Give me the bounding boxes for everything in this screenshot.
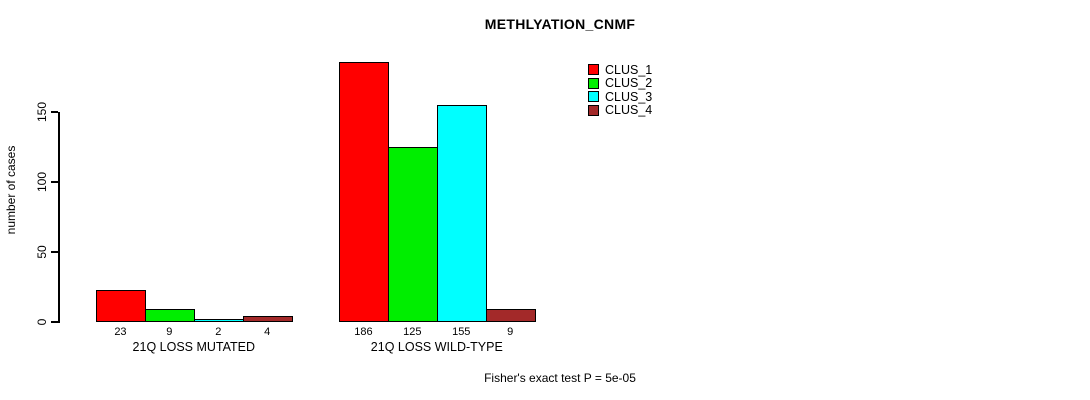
y-axis-tick <box>51 251 58 253</box>
y-axis-tick <box>51 181 58 183</box>
bar-value-label: 125 <box>403 326 422 338</box>
legend-label: CLUS_1 <box>605 62 653 77</box>
bar-value-label: 186 <box>354 326 373 338</box>
bar-clus_1-group1 <box>96 289 146 322</box>
category-label-group1: 21Q LOSS MUTATED <box>132 340 256 354</box>
legend-swatch <box>588 104 599 116</box>
y-axis-tick-label: 100 <box>35 171 49 193</box>
y-axis-tick <box>51 111 58 113</box>
legend-swatch <box>588 91 599 103</box>
legend-item: CLUS_2 <box>588 76 653 91</box>
bar-clus_4-group1 <box>242 316 293 322</box>
bar-value-label: 9 <box>166 326 173 338</box>
y-axis-tick <box>51 321 58 323</box>
legend-swatch <box>588 77 599 89</box>
legend: CLUS_1 CLUS_2 CLUS_3 CLUS_4 <box>588 63 652 117</box>
category-label-group2: 21Q LOSS WILD-TYPE <box>370 340 503 354</box>
footnote-text: Fisher's exact test P = 5e-05 <box>484 371 636 385</box>
legend-label: CLUS_2 <box>605 76 653 91</box>
bar-clus_4-group2 <box>485 309 536 322</box>
legend-label: CLUS_4 <box>605 103 653 118</box>
chart-title: METHLYATION_CNMF <box>484 16 636 32</box>
legend-label: CLUS_3 <box>605 89 653 104</box>
y-axis-tick-label: 50 <box>35 245 49 259</box>
bar-clus_2-group2 <box>387 147 438 322</box>
bar-value-label: 155 <box>452 326 471 338</box>
legend-swatch <box>588 64 599 76</box>
bar-clus_3-group1 <box>193 319 244 322</box>
legend-item: CLUS_3 <box>588 90 652 104</box>
y-axis-tick-label: 150 <box>35 101 49 123</box>
bar-clus_1-group2 <box>339 61 389 322</box>
y-axis-label: number of cases <box>4 145 18 235</box>
bar-value-label: 4 <box>264 326 271 338</box>
bar-value-label: 23 <box>114 326 127 338</box>
bar-clus_3-group2 <box>436 105 487 322</box>
bar-value-label: 2 <box>215 326 222 338</box>
legend-item: CLUS_1 <box>588 63 652 77</box>
bar-value-label: 9 <box>507 326 514 338</box>
legend-item: CLUS_4 <box>588 103 653 118</box>
y-axis-tick-label: 0 <box>35 318 49 326</box>
y-axis-line <box>58 112 60 323</box>
bar-clus_2-group1 <box>144 309 195 322</box>
